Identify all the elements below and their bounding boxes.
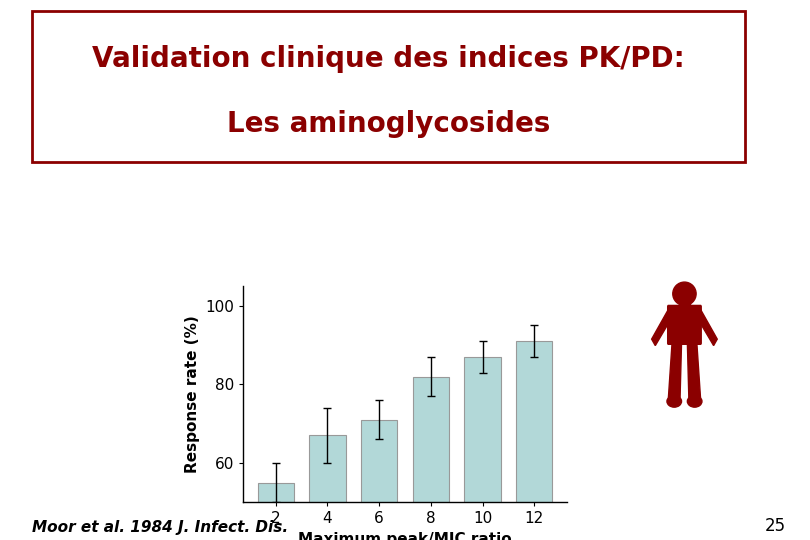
Ellipse shape [673,282,696,306]
Polygon shape [651,309,671,346]
Bar [361,420,397,540]
Bar [309,435,346,540]
Ellipse shape [667,395,681,407]
Text: Validation clinique des indices PK/PD:: Validation clinique des indices PK/PD: [92,45,685,73]
Text: Relation entre Cmax/CMI et la réponse clinique  chez 236
patients ayant une infe: Relation entre Cmax/CMI et la réponse cl… [143,180,667,241]
Bar [516,341,552,540]
Bar [464,357,501,540]
Ellipse shape [688,395,702,407]
Polygon shape [688,343,701,397]
Bar [258,483,294,540]
Polygon shape [698,309,718,346]
Text: 25: 25 [765,517,786,535]
Text: Moor et al. 1984 J. Infect. Dis.: Moor et al. 1984 J. Infect. Dis. [32,519,288,535]
Text: Les aminoglycosides: Les aminoglycosides [227,110,551,138]
FancyBboxPatch shape [32,11,745,162]
X-axis label: Maximum peak/MIC ratio: Maximum peak/MIC ratio [298,532,512,540]
FancyBboxPatch shape [667,306,701,345]
Y-axis label: Response rate (%): Response rate (%) [185,315,199,473]
Polygon shape [668,343,681,397]
Bar [413,376,449,540]
FancyBboxPatch shape [680,300,689,308]
